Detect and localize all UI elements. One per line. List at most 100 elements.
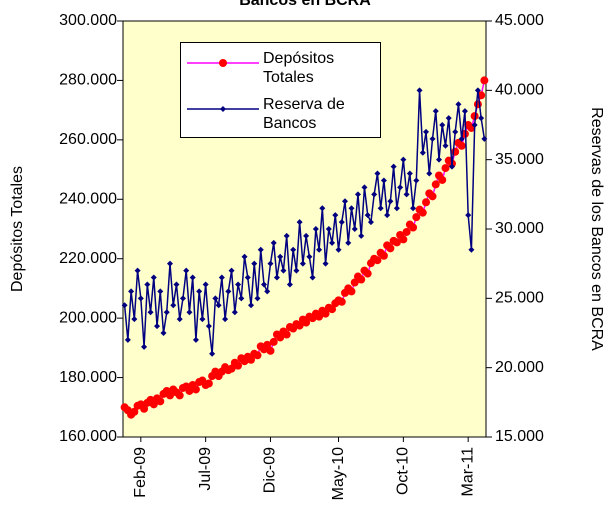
x-tick-label: Mar-11 — [459, 447, 476, 497]
point — [380, 177, 387, 184]
point — [251, 260, 258, 267]
point — [458, 135, 465, 142]
point — [254, 295, 261, 302]
point — [315, 312, 324, 321]
point — [267, 260, 274, 267]
point — [393, 205, 400, 212]
point — [410, 205, 417, 212]
point — [422, 198, 431, 207]
point — [329, 239, 336, 246]
point — [163, 309, 170, 316]
legend-swatch — [187, 106, 259, 112]
point — [130, 407, 139, 416]
point — [332, 212, 339, 219]
point — [257, 246, 264, 253]
point — [397, 184, 404, 191]
point — [312, 226, 319, 232]
point — [328, 305, 337, 314]
point — [131, 316, 138, 323]
point — [231, 309, 238, 316]
point — [480, 76, 489, 85]
x-tick-label: Jul-09 — [197, 447, 214, 491]
y-tick-label: 280.000 — [59, 72, 117, 89]
point — [253, 351, 262, 360]
legend-swatch — [187, 59, 259, 67]
point — [413, 177, 420, 184]
point — [154, 323, 161, 330]
point — [225, 288, 232, 295]
point — [183, 267, 190, 274]
point — [363, 269, 372, 278]
point — [406, 170, 413, 177]
point — [392, 238, 401, 247]
point — [347, 287, 356, 296]
point — [209, 350, 216, 357]
point — [377, 205, 384, 212]
point — [390, 163, 397, 170]
y-axis-label: Depósitos Totales — [9, 166, 26, 292]
y2-tick-label: 20.000 — [495, 359, 544, 376]
point — [455, 101, 462, 108]
point — [303, 232, 310, 239]
point — [351, 226, 358, 232]
point — [319, 205, 326, 212]
x-tick-label: Feb-09 — [132, 447, 149, 498]
point — [191, 385, 200, 394]
point — [173, 281, 180, 288]
point — [432, 108, 439, 115]
point — [478, 115, 485, 122]
point — [403, 191, 410, 198]
point — [338, 219, 345, 226]
point — [248, 302, 255, 309]
legend-label: Depósitos Totales — [263, 50, 335, 86]
point — [273, 274, 280, 281]
point — [429, 135, 436, 142]
point — [461, 108, 468, 115]
x-tick-label: Oct-10 — [395, 447, 412, 495]
point — [228, 267, 235, 274]
legend-item: Reserva de Bancos — [181, 93, 380, 137]
point — [345, 239, 352, 246]
legend-marker — [219, 59, 227, 67]
point — [337, 297, 346, 306]
point — [260, 281, 267, 288]
point — [441, 164, 450, 173]
point — [121, 302, 128, 309]
point — [426, 170, 433, 177]
point — [409, 223, 418, 232]
point — [263, 340, 272, 349]
point — [418, 208, 427, 217]
point — [157, 288, 164, 295]
point — [218, 274, 225, 281]
y-tick-label: 240.000 — [59, 191, 117, 208]
y-tick-label: 180.000 — [59, 369, 117, 386]
point — [412, 213, 421, 222]
point — [235, 281, 242, 288]
point — [244, 274, 251, 281]
point — [147, 309, 154, 316]
point — [192, 336, 199, 343]
point — [227, 364, 236, 373]
point — [436, 156, 443, 163]
point — [124, 336, 131, 343]
point — [448, 163, 455, 170]
point — [196, 288, 203, 295]
point — [342, 198, 349, 205]
point — [204, 379, 213, 388]
point — [399, 235, 408, 244]
point — [293, 267, 300, 274]
point — [431, 180, 440, 189]
point — [468, 246, 475, 253]
point — [176, 316, 183, 323]
point — [384, 212, 391, 219]
point — [277, 253, 284, 260]
point — [374, 170, 381, 177]
point — [186, 309, 193, 316]
point — [357, 275, 366, 284]
point — [316, 246, 323, 253]
point — [419, 149, 426, 156]
point — [309, 274, 316, 281]
point — [202, 281, 209, 288]
